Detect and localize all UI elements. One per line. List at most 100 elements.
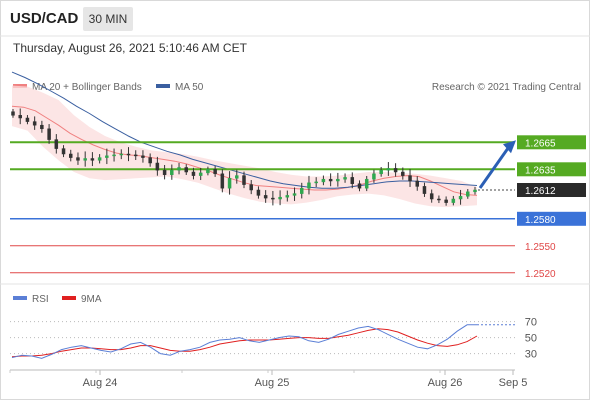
candle-body	[256, 189, 261, 196]
candle-body	[141, 155, 145, 158]
candle-body	[437, 198, 441, 201]
level-label-1.2520: 1.2520	[525, 269, 556, 280]
candle-body	[321, 178, 326, 183]
candle-body	[314, 181, 318, 184]
price-levels	[10, 141, 515, 274]
candle-body	[408, 175, 412, 182]
candle-body	[69, 153, 73, 158]
candle-body	[458, 196, 463, 200]
timestamp: Thursday, August 26, 2021 5:10:46 AM CET	[13, 41, 247, 55]
level-label-1.2665: 1.2665	[525, 138, 556, 149]
candle-body	[191, 171, 196, 176]
chart-header: USD/CAD 30 MIN	[0, 0, 590, 36]
candle-body	[307, 182, 311, 189]
candle-body	[177, 167, 181, 171]
candle-body	[386, 168, 391, 171]
candle-body	[372, 173, 376, 180]
ma9-legend-swatch	[62, 296, 76, 300]
price-legend: MA 20 + Bollinger Bands MA 50 Research ©…	[13, 82, 581, 93]
level-label-1.2550: 1.2550	[525, 242, 556, 253]
candle-body	[90, 158, 95, 161]
level-label-box-1.2580	[517, 211, 586, 226]
candle-body	[227, 178, 232, 189]
candle-body	[444, 199, 448, 203]
candle-body	[54, 139, 59, 149]
level-label-1.2635: 1.2635	[525, 165, 556, 176]
candle-body	[112, 154, 116, 157]
candle-body	[97, 157, 102, 161]
candle-body	[83, 158, 87, 161]
candle-body	[473, 189, 477, 193]
last-price-box	[517, 183, 586, 197]
candle-body	[466, 191, 470, 197]
candle-body	[379, 169, 383, 175]
candle-body	[119, 153, 124, 156]
candle-body	[350, 177, 355, 184]
ma20-legend-swatch	[13, 84, 27, 88]
candle-body	[242, 175, 246, 185]
candle-body	[328, 178, 333, 182]
bollinger-band-area	[12, 85, 477, 208]
candle-body	[47, 128, 51, 140]
ma50-legend-label: MA 50	[175, 82, 204, 93]
candle-body	[415, 180, 419, 187]
candle-body	[25, 117, 30, 122]
rsi-tick-30: 30	[525, 349, 537, 361]
candle-body	[126, 153, 131, 156]
candle-body	[18, 115, 22, 119]
candle-body	[300, 187, 304, 194]
candle-body	[198, 172, 203, 176]
candle-body	[357, 183, 362, 189]
candle-body	[401, 171, 405, 176]
candle-body	[336, 178, 340, 182]
candle-body	[263, 195, 268, 199]
candle-body	[40, 124, 44, 130]
forecast-arrow	[478, 140, 516, 189]
time-tick-label: Aug 25	[255, 377, 290, 389]
price-labels: 1.2665 1.2635 1.2580 1.2550 1.2520 1.2612	[517, 135, 586, 280]
candle-body	[213, 169, 217, 175]
candle-body	[11, 111, 15, 116]
rsi-line	[11, 324, 477, 359]
candle-body	[148, 157, 152, 164]
time-tick-label: Aug 24	[83, 377, 118, 389]
candle-body	[271, 197, 275, 200]
ma20-legend-label: MA 20 + Bollinger Bands	[32, 82, 142, 93]
candle-body	[292, 193, 297, 196]
rsi-tick-50: 50	[525, 333, 537, 345]
candles	[11, 108, 477, 206]
candle-body	[162, 169, 167, 175]
candle-body	[393, 168, 398, 173]
candle-body	[343, 177, 347, 180]
candle-body	[285, 195, 290, 198]
candle-body	[76, 157, 80, 161]
candle-body	[422, 186, 427, 194]
candle-body	[206, 169, 210, 174]
time-tick-label: Sep 5	[499, 377, 528, 389]
last-price-label: 1.2612	[525, 186, 556, 197]
symbol-title: USD/CAD	[10, 10, 79, 27]
candle-body	[278, 196, 282, 200]
candle-body	[133, 154, 138, 157]
candle-body	[429, 193, 434, 200]
candle-body	[364, 178, 369, 189]
time-tick-label: Aug 26	[428, 377, 463, 389]
level-label-box-1.2635	[517, 162, 586, 177]
ma50-legend-swatch	[156, 84, 170, 88]
forecast-arrow-shaft	[478, 144, 512, 189]
candle-body	[235, 175, 239, 179]
rsi-tick-70: 70	[525, 317, 537, 329]
candle-body	[451, 198, 456, 203]
rsi-chart: 70 50 30	[10, 317, 537, 361]
candle-body	[220, 173, 225, 189]
watermark: Research © 2021 Trading Central	[432, 82, 581, 93]
timeframe-badge[interactable]: 30 MIN	[83, 7, 133, 31]
candle-body	[249, 184, 253, 191]
rsi-legend: RSI 9MA	[13, 294, 102, 305]
candle-body	[105, 155, 109, 158]
level-label-box-1.2665	[517, 135, 586, 150]
forecast-arrow-head	[503, 140, 516, 154]
bollinger-band	[12, 85, 477, 208]
rsi-legend-label: RSI	[32, 294, 49, 305]
